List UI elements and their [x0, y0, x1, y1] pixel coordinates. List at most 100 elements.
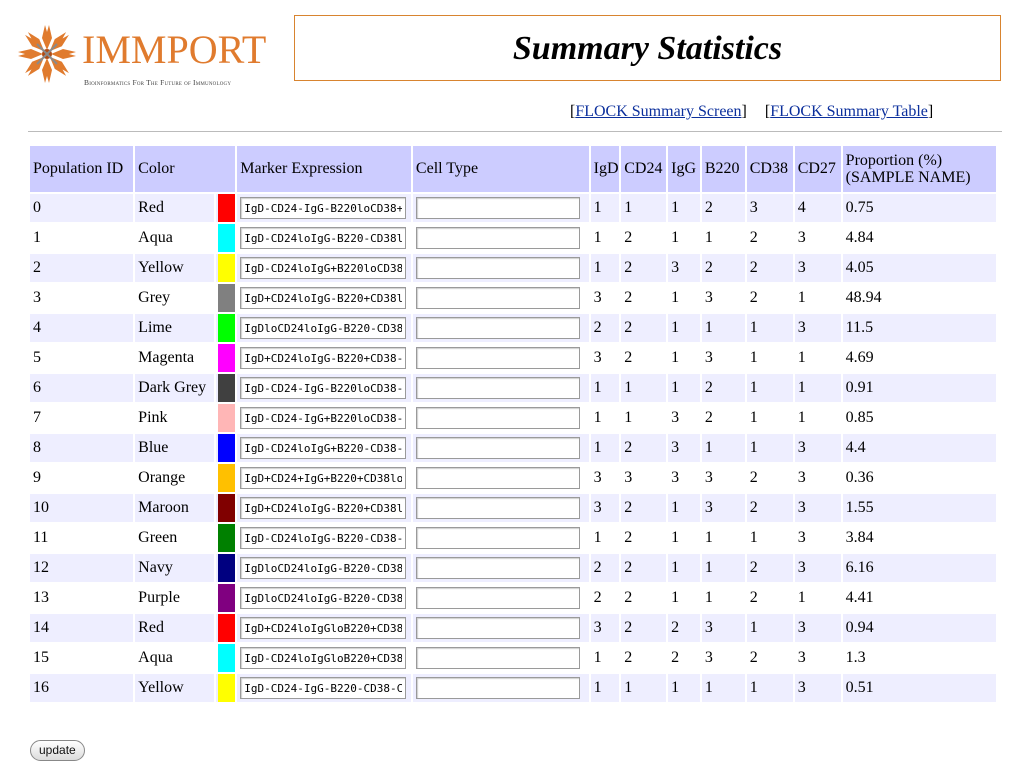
marker-expression-input[interactable]	[240, 377, 407, 399]
marker-expression-input[interactable]	[240, 677, 407, 699]
marker-expression-input[interactable]	[240, 557, 407, 579]
update-button[interactable]: update	[30, 740, 85, 761]
marker-expression-input[interactable]	[240, 227, 407, 249]
color-swatch	[217, 554, 235, 582]
color-swatch-cell	[215, 674, 236, 702]
marker-expression-input[interactable]	[240, 617, 407, 639]
marker-expression-input[interactable]	[240, 437, 407, 459]
color-name-cell: Magenta	[135, 344, 214, 372]
igd-cell: 1	[590, 194, 620, 222]
igg-cell: 1	[668, 554, 700, 582]
flock-summary-screen-link[interactable]: FLOCK Summary Screen	[575, 103, 742, 120]
cd38-cell: 1	[746, 614, 793, 642]
flock-summary-table-link[interactable]: FLOCK Summary Table	[770, 103, 928, 120]
header-marker-expression: Marker Expression	[237, 146, 411, 192]
igg-cell: 1	[668, 584, 700, 612]
cell-type-input[interactable]	[415, 197, 580, 219]
marker-expression-cell	[237, 464, 411, 492]
proportion-cell: 3.84	[842, 524, 996, 552]
marker-expression-input[interactable]	[240, 647, 407, 669]
marker-expression-cell	[237, 554, 411, 582]
igg-cell: 2	[668, 644, 700, 672]
igg-cell: 1	[668, 494, 700, 522]
color-swatch	[217, 434, 235, 462]
igd-cell: 1	[590, 674, 620, 702]
cell-type-input[interactable]	[415, 647, 580, 669]
marker-expression-input[interactable]	[240, 407, 407, 429]
cell-type-cell	[412, 284, 589, 312]
table-row: 8Blue1231134.4	[30, 434, 996, 462]
marker-expression-input[interactable]	[240, 317, 407, 339]
cell-type-input[interactable]	[415, 587, 580, 609]
cell-type-input[interactable]	[415, 467, 580, 489]
color-name-cell: Red	[135, 194, 214, 222]
cell-type-input[interactable]	[415, 347, 580, 369]
cd38-cell: 2	[746, 254, 793, 282]
cd27-cell: 1	[794, 584, 841, 612]
cell-type-input[interactable]	[415, 527, 580, 549]
cd24-cell: 1	[621, 374, 667, 402]
table-header-row: Population ID Color Marker Expression Ce…	[30, 146, 996, 192]
cell-type-input[interactable]	[415, 497, 580, 519]
marker-expression-input[interactable]	[240, 587, 407, 609]
population-id-cell: 15	[30, 644, 134, 672]
cell-type-cell	[412, 254, 589, 282]
cd24-cell: 2	[621, 644, 667, 672]
cd27-cell: 3	[794, 314, 841, 342]
table-row: 14Red3223130.94	[30, 614, 996, 642]
color-swatch	[217, 644, 235, 672]
cell-type-input[interactable]	[415, 407, 580, 429]
b220-cell: 1	[701, 314, 745, 342]
marker-expression-input[interactable]	[240, 467, 407, 489]
marker-expression-cell	[237, 284, 411, 312]
proportion-cell: 0.75	[842, 194, 996, 222]
proportion-cell: 4.05	[842, 254, 996, 282]
cd24-cell: 2	[621, 614, 667, 642]
cd38-cell: 3	[746, 194, 793, 222]
cell-type-input[interactable]	[415, 677, 580, 699]
color-swatch-cell	[215, 524, 236, 552]
header-igg: IgG	[668, 146, 700, 192]
color-swatch	[217, 374, 235, 402]
cell-type-input[interactable]	[415, 377, 580, 399]
igg-cell: 1	[668, 224, 700, 252]
igd-cell: 3	[590, 344, 620, 372]
color-swatch-cell	[215, 344, 236, 372]
cd27-cell: 3	[794, 674, 841, 702]
marker-expression-input[interactable]	[240, 347, 407, 369]
cell-type-input[interactable]	[415, 437, 580, 459]
color-swatch-cell	[215, 614, 236, 642]
marker-expression-input[interactable]	[240, 287, 407, 309]
header-population-id: Population ID	[30, 146, 134, 192]
cell-type-input[interactable]	[415, 287, 580, 309]
cd27-cell: 3	[794, 524, 841, 552]
cell-type-input[interactable]	[415, 317, 580, 339]
color-swatch	[217, 584, 235, 612]
cd38-cell: 1	[746, 314, 793, 342]
population-id-cell: 16	[30, 674, 134, 702]
cell-type-input[interactable]	[415, 257, 580, 279]
cd38-cell: 1	[746, 434, 793, 462]
population-id-cell: 6	[30, 374, 134, 402]
cd24-cell: 3	[621, 464, 667, 492]
color-name-cell: Aqua	[135, 644, 214, 672]
table-row: 15Aqua1223231.3	[30, 644, 996, 672]
cell-type-input[interactable]	[415, 617, 580, 639]
cell-type-input[interactable]	[415, 557, 580, 579]
cd24-cell: 2	[621, 554, 667, 582]
marker-expression-input[interactable]	[240, 497, 407, 519]
cd38-cell: 2	[746, 224, 793, 252]
table-row: 12Navy2211236.16	[30, 554, 996, 582]
cell-type-input[interactable]	[415, 227, 580, 249]
cd24-cell: 2	[621, 524, 667, 552]
immport-logo: IMMPORT Bioinformatics For The Future of…	[18, 22, 278, 92]
marker-expression-input[interactable]	[240, 257, 407, 279]
population-id-cell: 0	[30, 194, 134, 222]
marker-expression-input[interactable]	[240, 527, 407, 549]
cd27-cell: 3	[794, 494, 841, 522]
cd27-cell: 3	[794, 224, 841, 252]
marker-expression-cell	[237, 224, 411, 252]
proportion-cell: 4.4	[842, 434, 996, 462]
cd27-cell: 1	[794, 284, 841, 312]
marker-expression-input[interactable]	[240, 197, 407, 219]
